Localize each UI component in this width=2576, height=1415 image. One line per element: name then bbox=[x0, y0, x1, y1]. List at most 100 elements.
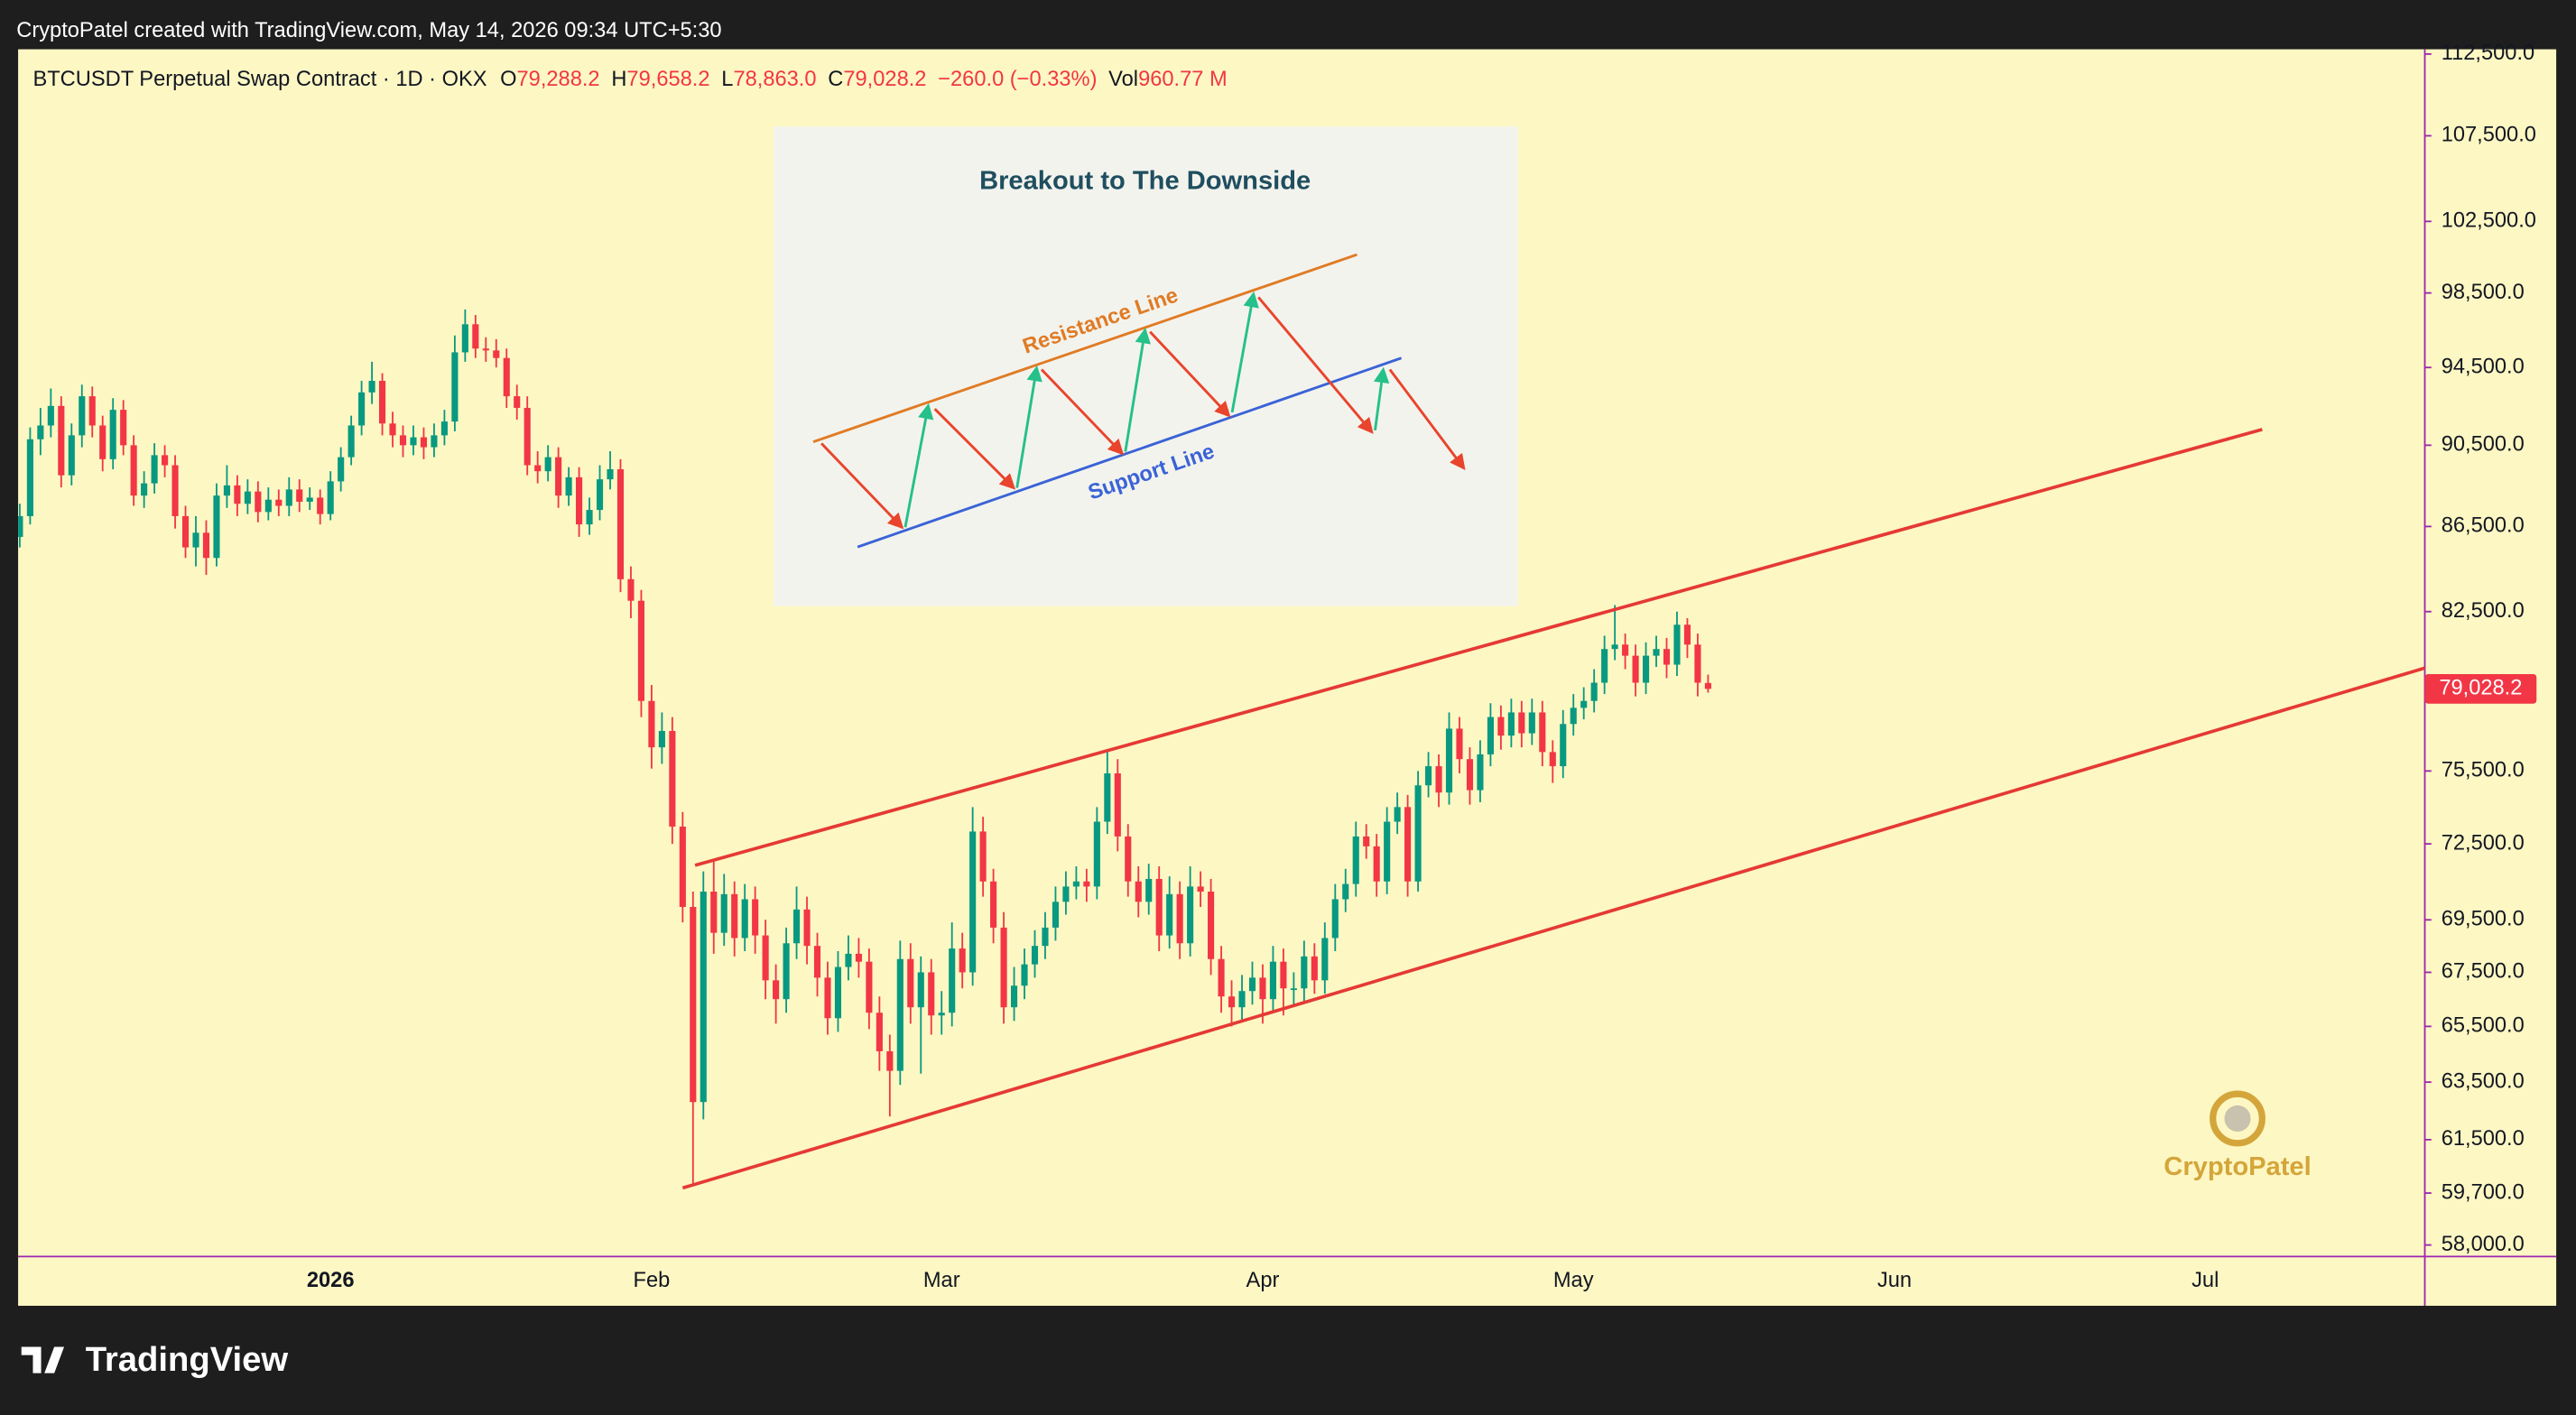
candle-body bbox=[1280, 961, 1287, 989]
candle-body bbox=[907, 958, 914, 1008]
candle-body bbox=[1414, 785, 1422, 882]
candle-body bbox=[1611, 644, 1618, 650]
candle-body bbox=[181, 515, 190, 548]
candle-body bbox=[151, 455, 158, 484]
arrow bbox=[1124, 327, 1151, 452]
candle-body bbox=[969, 831, 977, 973]
candle-body bbox=[1072, 881, 1080, 887]
candle-body bbox=[1653, 649, 1660, 656]
candle-body bbox=[1394, 807, 1401, 822]
inset-arrows bbox=[820, 291, 1466, 530]
legend-label: O bbox=[500, 68, 516, 91]
candle-body bbox=[1704, 682, 1711, 689]
candle-body bbox=[234, 485, 241, 504]
candle-body bbox=[18, 515, 23, 537]
candle-body bbox=[1155, 878, 1163, 936]
candle-body bbox=[358, 392, 366, 426]
candle-body bbox=[120, 410, 127, 446]
resistance-line bbox=[812, 253, 1357, 443]
symbol: BTCUSDT Perpetual Swap Contract · 1D · O… bbox=[32, 68, 486, 91]
y-tick-label: 112,500.0 bbox=[2442, 42, 2534, 65]
candle-body bbox=[264, 499, 272, 513]
candle-body bbox=[1218, 958, 1225, 997]
volume: 960.77 M bbox=[1138, 68, 1228, 91]
candle-body bbox=[1632, 655, 1639, 683]
arrow bbox=[1015, 365, 1042, 488]
candle-body bbox=[275, 499, 283, 506]
y-tick-label: 67,500.0 bbox=[2442, 960, 2525, 984]
candle-body bbox=[565, 476, 572, 496]
candle-body bbox=[1208, 892, 1215, 959]
candle-body bbox=[648, 700, 655, 748]
candle-body bbox=[1456, 728, 1463, 760]
candle-body bbox=[482, 348, 489, 351]
watermark-logo: CryptoPatel bbox=[2164, 1090, 2312, 1181]
y-tick-label: 63,500.0 bbox=[2442, 1069, 2525, 1093]
candle-body bbox=[493, 350, 500, 358]
candle-body bbox=[420, 437, 428, 448]
candle-body bbox=[1042, 927, 1049, 947]
candle-body bbox=[130, 445, 137, 496]
inset-title: Breakout to The Downside bbox=[979, 167, 1311, 196]
x-tick-label: Jul bbox=[2191, 1269, 2219, 1292]
candle-body bbox=[1518, 712, 1525, 734]
candle-body bbox=[1497, 717, 1505, 736]
candle-body bbox=[171, 465, 179, 516]
candle-body bbox=[824, 977, 831, 1019]
candle-body bbox=[285, 489, 292, 506]
candle-body bbox=[1384, 821, 1391, 882]
candle-body bbox=[255, 491, 262, 513]
x-tick-label: Feb bbox=[634, 1269, 671, 1292]
candle-body bbox=[410, 437, 417, 446]
candle-body bbox=[378, 381, 386, 424]
y-tick-label: 86,500.0 bbox=[2442, 514, 2525, 538]
candle-body bbox=[79, 396, 86, 436]
arrow bbox=[1388, 368, 1466, 471]
candle-body bbox=[1342, 883, 1349, 900]
legend-label: H bbox=[611, 68, 626, 91]
candle-body bbox=[1228, 996, 1236, 1008]
candle-body bbox=[327, 481, 334, 514]
candle-body bbox=[99, 425, 107, 459]
candle-body bbox=[938, 1013, 945, 1016]
candle-body bbox=[26, 439, 33, 516]
candle-body bbox=[68, 435, 75, 476]
candle-body bbox=[586, 510, 593, 525]
candle-body bbox=[1238, 991, 1246, 1008]
plot bbox=[18, 309, 2425, 1190]
candle-body bbox=[244, 491, 251, 504]
x-tick-label: 2026 bbox=[307, 1269, 355, 1292]
candle-body bbox=[1445, 728, 1453, 793]
candle-body bbox=[741, 899, 748, 939]
candle-body bbox=[368, 381, 375, 393]
candle-body bbox=[1435, 766, 1442, 793]
candle-body bbox=[37, 425, 44, 439]
y-tick-label: 72,500.0 bbox=[2442, 831, 2525, 855]
candle-body bbox=[979, 831, 987, 882]
candle-body bbox=[1093, 821, 1100, 887]
candle-body bbox=[544, 457, 551, 472]
y-tick-label: 102,500.0 bbox=[2442, 209, 2536, 233]
candle-body bbox=[162, 455, 169, 466]
candle-body bbox=[223, 485, 230, 496]
candle-body bbox=[141, 483, 148, 496]
y-tick-label: 59,700.0 bbox=[2442, 1180, 2525, 1204]
candle-body bbox=[1125, 836, 1132, 882]
candle-body bbox=[338, 457, 345, 482]
candle-body bbox=[317, 497, 324, 514]
legend-text: BTCUSDT Perpetual Swap Contract · 1D · O… bbox=[32, 68, 1227, 91]
candle-body bbox=[1021, 964, 1028, 986]
candle-body bbox=[1290, 988, 1297, 991]
candle-body bbox=[1114, 772, 1121, 837]
legend-value: 79,028.2 bbox=[843, 68, 926, 91]
y-tick-label: 69,500.0 bbox=[2442, 908, 2525, 931]
arrow bbox=[933, 408, 1016, 490]
candle-body bbox=[1683, 624, 1691, 645]
candle-body bbox=[1083, 881, 1090, 887]
candle-body bbox=[896, 958, 903, 1071]
logo-ring bbox=[2210, 1090, 2266, 1147]
candle-body bbox=[1176, 893, 1183, 944]
candle-body bbox=[88, 396, 96, 426]
candle-body bbox=[731, 893, 738, 939]
